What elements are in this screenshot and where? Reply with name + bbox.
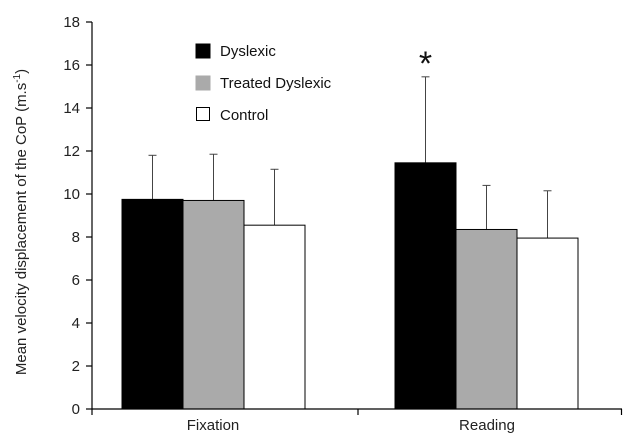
bar-fixation-control [243,224,306,410]
y-tick-label: 12 [63,143,80,160]
bar-reading-treated-dyslexic [455,228,518,410]
y-tick-label: 0 [72,401,80,418]
y-axis: 0 2 4 6 8 10 12 14 16 18 [63,14,93,418]
legend: Dyslexic Treated Dyslexic Control [195,43,332,124]
x-category-label-fixation: Fixation [187,417,240,433]
y-tick-label: 6 [72,272,80,289]
bar-reading-control [516,237,579,410]
y-tick-label: 14 [63,100,80,117]
bar-reading-dyslexic [394,162,457,410]
x-category-label-reading: Reading [459,417,515,433]
plot-area: * [121,45,579,410]
y-tick-label: 16 [63,57,80,74]
y-tick-label: 4 [72,315,80,332]
bar-fixation-treated-dyslexic [182,199,245,410]
x-axis: Fixation Reading [91,408,623,433]
legend-item-treated-dyslexic: Treated Dyslexic [195,75,332,92]
legend-swatch-control [196,107,210,121]
y-tick-label: 10 [63,186,80,203]
legend-swatch-dyslexic [195,43,211,59]
y-tick-label: 18 [63,14,80,31]
y-axis-title: Mean velocity displacement of the CoP (m… [12,69,30,375]
legend-label-treated-dyslexic: Treated Dyslexic [220,75,332,92]
legend-label-dyslexic: Dyslexic [220,43,276,60]
legend-item-control: Control [196,107,268,124]
significance-marker: * [419,45,432,83]
bar-fixation-dyslexic [121,198,184,410]
y-tick-label: 2 [72,358,80,375]
legend-item-dyslexic: Dyslexic [195,43,276,60]
y-tick-label: 8 [72,229,80,246]
legend-swatch-treated-dyslexic [195,75,211,91]
legend-label-control: Control [220,107,268,124]
